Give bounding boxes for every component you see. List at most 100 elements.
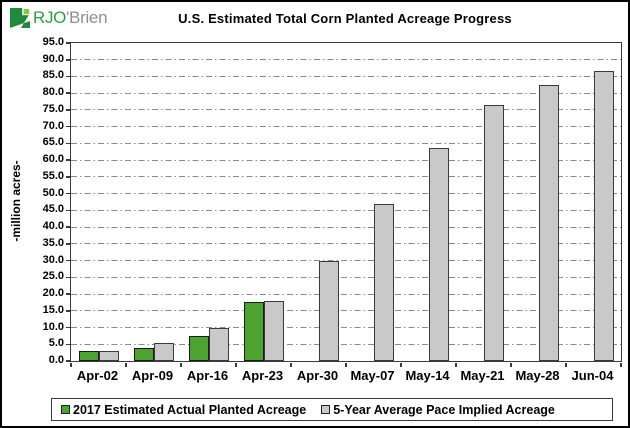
legend-label-2017-actual: 2017 Estimated Actual Planted Acreage: [73, 402, 307, 417]
legend-item-5yr-average: 5-Year Average Pace Implied Acreage: [321, 403, 555, 417]
y-tick: [65, 176, 70, 178]
gridline: [71, 327, 621, 329]
gridline: [71, 159, 621, 161]
gridline: [71, 243, 621, 245]
y-tick-label: 70.0: [42, 119, 64, 132]
y-tick-label: 60.0: [42, 153, 64, 166]
x-tick-label: Apr-30: [296, 368, 339, 383]
y-tick: [65, 226, 70, 228]
bar: [208, 327, 229, 361]
y-tick-label: 85.0: [42, 69, 64, 82]
gridline: [71, 142, 621, 144]
y-tick-label: 30.0: [42, 253, 64, 266]
y-tick: [65, 276, 70, 279]
y-tick-label: 75.0: [42, 102, 64, 115]
y-tick-label: 35.0: [42, 236, 64, 249]
x-tick: [235, 362, 237, 367]
plot-area: [65, 42, 622, 367]
x-tick: [290, 362, 292, 367]
legend-swatch-gray: [321, 405, 331, 414]
y-tick-label: 50.0: [42, 186, 64, 199]
gridline: [71, 92, 621, 94]
rjobrien-logo-icon: [10, 8, 30, 28]
legend-item-2017-actual: 2017 Estimated Actual Planted Acreage: [61, 403, 306, 417]
bar: [98, 350, 119, 361]
y-tick: [65, 42, 70, 44]
y-tick-label: 0.0: [48, 354, 64, 366]
gridline: [71, 75, 621, 77]
y-tick-label: 5.0: [48, 337, 64, 350]
y-tick-label: 10.0: [42, 320, 64, 333]
gridline: [71, 193, 621, 195]
bar: [318, 260, 339, 361]
logo-text-gray: 'Brien: [66, 8, 108, 27]
y-tick: [65, 293, 70, 295]
x-tick: [125, 362, 127, 367]
rjobrien-logo: RJO'Brien: [10, 8, 108, 28]
y-tick-label: 55.0: [42, 169, 64, 182]
x-tick: [70, 362, 72, 367]
y-tick: [65, 92, 70, 94]
gridline: [71, 310, 621, 312]
x-tick-label: Jun-04: [571, 368, 614, 383]
y-tick: [65, 243, 70, 245]
x-tick: [180, 362, 182, 367]
bar: [243, 302, 264, 361]
y-axis-labels: 0.0 5.0 10.0 15.0 20.0 25.0 30.0 35.0 40.0 45.0 50…: [2, 36, 64, 366]
gridline: [71, 293, 621, 295]
x-tick: [455, 362, 457, 367]
legend: 2017 Estimated Actual Planted Acreage 5-…: [51, 398, 613, 421]
x-tick-label: Apr-09: [131, 368, 174, 383]
bar: [133, 347, 154, 361]
y-tick: [65, 109, 70, 111]
x-axis-labels: Apr-02 Apr-09 Apr-16 Apr-23 Apr-30 May-07 May-…: [70, 368, 620, 386]
gridline: [71, 260, 621, 262]
x-tick-label: Apr-16: [186, 368, 229, 383]
bar: [188, 335, 209, 361]
y-tick: [65, 125, 70, 128]
y-tick-label: 90.0: [42, 52, 64, 65]
y-tick-label: 80.0: [42, 86, 64, 99]
chart-title: U.S. Estimated Total Corn Planted Acreag…: [178, 11, 512, 26]
gridline: [71, 343, 621, 345]
y-tick: [65, 75, 70, 78]
x-tick-label: May-07: [350, 368, 395, 383]
x-tick: [345, 362, 347, 367]
y-tick-label: 20.0: [42, 287, 64, 300]
x-tick-label: May-14: [405, 368, 450, 383]
x-tick-label: May-21: [460, 368, 505, 383]
x-tick: [620, 362, 622, 367]
y-tick: [65, 326, 70, 329]
logo-wordmark: RJO'Brien: [33, 8, 108, 28]
y-tick: [65, 310, 70, 312]
y-tick: [65, 159, 70, 161]
y-tick-label: 95.0: [42, 36, 64, 48]
gridline: [71, 176, 621, 178]
x-tick-label: Apr-02: [76, 368, 119, 383]
y-tick-label: 45.0: [42, 203, 64, 216]
gridline: [71, 59, 621, 61]
bar: [263, 300, 284, 361]
bar: [483, 104, 504, 361]
bar: [428, 148, 449, 361]
y-tick-label: 25.0: [42, 270, 64, 283]
x-tick-label: Apr-23: [241, 368, 284, 383]
x-tick: [510, 362, 512, 367]
gridline: [71, 226, 621, 228]
bar: [373, 203, 394, 361]
y-tick-label: 40.0: [42, 220, 64, 233]
gridline: [71, 126, 621, 128]
legend-swatch-green: [61, 405, 70, 414]
y-tick: [65, 59, 70, 61]
y-tick: [65, 192, 70, 195]
gridline: [71, 109, 621, 111]
bar: [538, 84, 559, 361]
y-tick: [65, 142, 70, 145]
y-tick: [65, 343, 70, 346]
x-tick: [565, 362, 567, 367]
y-tick: [65, 259, 70, 262]
gridline: [71, 209, 621, 211]
bar: [593, 71, 614, 361]
logo-text-green: RJO: [33, 8, 67, 27]
